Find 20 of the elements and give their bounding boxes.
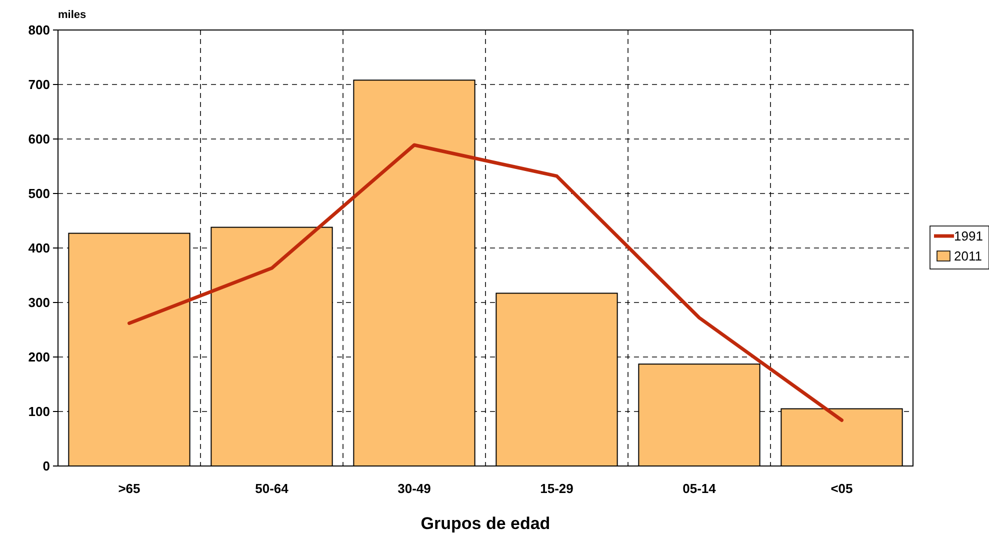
y-tick-label: 800	[28, 22, 50, 38]
line-series	[128, 143, 844, 422]
y-tick-label: 600	[28, 132, 50, 147]
y-tick-label: 400	[28, 240, 50, 256]
y-tick-label: 0	[42, 458, 50, 474]
x-tick-label: <05	[830, 481, 853, 496]
x-tick-label: 15-29	[540, 481, 574, 496]
y-tick-label: 100	[28, 404, 50, 420]
y-tick-label: 700	[28, 77, 50, 92]
x-tick-label: 50-64	[255, 481, 290, 496]
y-tick-label: 200	[28, 350, 50, 365]
y-tick-label: 300	[28, 295, 50, 310]
legend-label: 1991	[954, 228, 983, 244]
x-tick-label: 30-49	[398, 481, 431, 496]
x-axis-title: Grupos de edad	[420, 514, 550, 533]
x-tick-label: 05-14	[682, 481, 717, 496]
y-tick-label: 500	[28, 186, 50, 202]
y-axis-title: miles	[58, 9, 86, 21]
legend-label: 2011	[954, 248, 982, 264]
x-tick-label: >65	[118, 481, 140, 496]
